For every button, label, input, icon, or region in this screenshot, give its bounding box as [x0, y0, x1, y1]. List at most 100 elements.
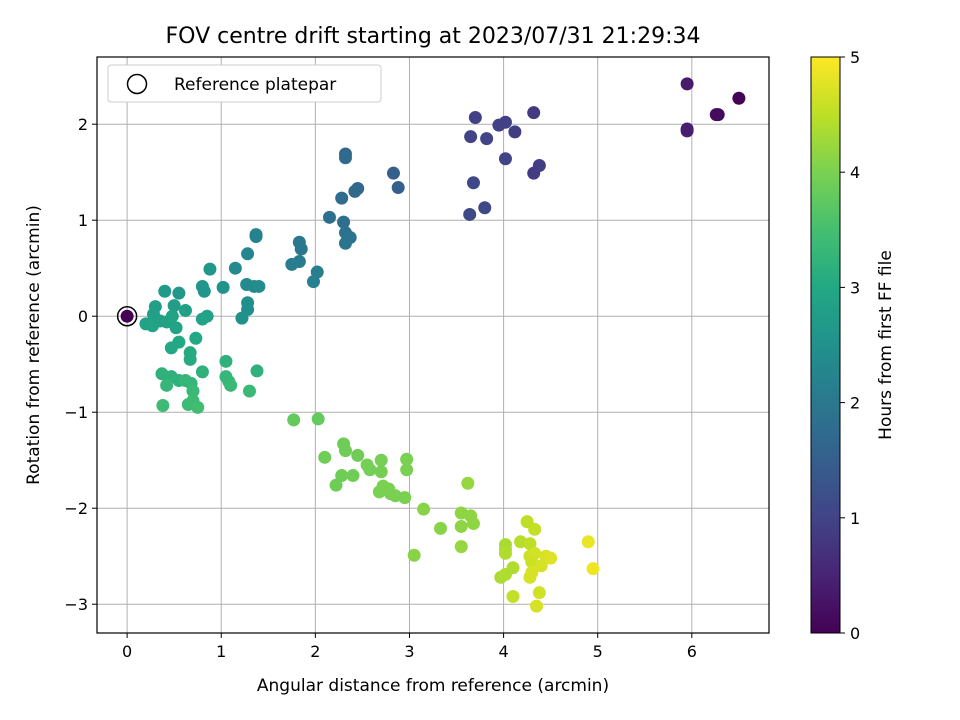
- data-point: [680, 124, 694, 138]
- y-tick-label: −2: [64, 499, 88, 518]
- x-tick-label: 4: [498, 642, 508, 661]
- data-point: [732, 91, 746, 105]
- colorbar-tick-label: 2: [850, 394, 860, 413]
- x-tick-label: 5: [593, 642, 603, 661]
- data-point: [454, 519, 468, 533]
- data-point: [586, 562, 600, 576]
- data-point: [156, 398, 170, 412]
- data-point: [508, 125, 522, 139]
- data-point: [337, 215, 351, 229]
- data-point: [525, 566, 539, 580]
- data-point: [434, 521, 448, 535]
- data-point: [407, 548, 421, 562]
- grid-lines: [97, 57, 769, 633]
- x-tick-label: 2: [310, 642, 320, 661]
- data-point: [523, 537, 537, 551]
- data-point: [338, 151, 352, 165]
- data-point: [158, 284, 172, 298]
- x-tick-label: 1: [216, 642, 226, 661]
- reference-point: [120, 309, 134, 323]
- chart-title: FOV centre drift starting at 2023/07/31 …: [166, 24, 701, 49]
- y-tick-label: −1: [64, 403, 88, 422]
- data-point: [318, 450, 332, 464]
- data-point: [224, 378, 238, 392]
- data-point: [183, 352, 197, 366]
- data-point: [386, 166, 400, 180]
- data-point: [242, 384, 256, 398]
- data-point: [468, 110, 482, 124]
- colorbar-tick-label: 4: [850, 163, 860, 182]
- data-point: [249, 230, 263, 244]
- data-points: [116, 77, 746, 613]
- data-point: [178, 303, 192, 317]
- y-axis-label: Rotation from reference (arcmin): [24, 205, 44, 485]
- data-point: [348, 184, 362, 198]
- data-point: [363, 463, 377, 477]
- data-point: [335, 191, 349, 205]
- data-point: [498, 546, 512, 560]
- data-point: [335, 469, 349, 483]
- data-point: [498, 115, 512, 129]
- data-point: [581, 535, 595, 549]
- data-point: [534, 559, 548, 573]
- data-point: [186, 384, 200, 398]
- data-point: [480, 132, 494, 146]
- data-point: [294, 242, 308, 256]
- y-tick-label: 0: [78, 307, 88, 326]
- data-point: [478, 201, 492, 215]
- x-tick-label: 3: [404, 642, 414, 661]
- colorbar-ticks: 0 1 2 3 4 5: [840, 48, 860, 643]
- data-point: [322, 210, 336, 224]
- data-point: [709, 108, 723, 122]
- data-point: [191, 400, 205, 414]
- data-point: [400, 463, 414, 477]
- data-point: [219, 354, 233, 368]
- data-point: [203, 262, 217, 276]
- data-point: [391, 181, 405, 195]
- y-tick-label: 2: [78, 115, 88, 134]
- data-point: [374, 465, 388, 479]
- x-axis-ticks: 0 1 2 3 4 5 6: [122, 633, 697, 661]
- data-point: [165, 309, 179, 323]
- data-point: [544, 551, 558, 565]
- plot-area-frame: [96, 56, 770, 634]
- data-point: [498, 567, 512, 581]
- data-point: [528, 546, 542, 560]
- data-point: [351, 448, 365, 462]
- data-point: [172, 286, 186, 300]
- data-point: [197, 284, 211, 298]
- data-point: [346, 469, 360, 483]
- x-tick-label: 0: [122, 642, 132, 661]
- y-tick-label: −3: [64, 595, 88, 614]
- y-tick-label: 1: [78, 211, 88, 230]
- data-point: [195, 365, 209, 379]
- colorbar-gradient: [810, 56, 841, 634]
- data-point: [216, 280, 230, 294]
- x-tick-label: 6: [687, 642, 697, 661]
- data-point: [252, 279, 266, 293]
- legend-marker-icon: [126, 73, 148, 95]
- data-point: [398, 491, 412, 505]
- colorbar-label: Hours from first FF file: [876, 250, 896, 440]
- data-point: [189, 331, 203, 345]
- data-point: [241, 247, 255, 261]
- data-point: [228, 261, 242, 275]
- legend-box: [107, 64, 382, 103]
- data-point: [466, 517, 480, 531]
- data-point: [160, 378, 174, 392]
- data-point: [680, 77, 694, 91]
- data-point: [164, 341, 178, 355]
- data-point: [532, 586, 546, 600]
- x-axis-label: Angular distance from reference (arcmin): [257, 676, 609, 696]
- data-point: [528, 522, 542, 536]
- reference-platepar-marker: [116, 305, 138, 327]
- data-point: [417, 502, 431, 516]
- data-point: [306, 275, 320, 289]
- data-point: [464, 130, 478, 144]
- colorbar-tick-label: 5: [850, 48, 860, 67]
- legend-label: Reference platepar: [174, 75, 336, 95]
- data-point: [506, 590, 520, 604]
- data-point: [167, 299, 181, 313]
- data-point: [311, 412, 325, 426]
